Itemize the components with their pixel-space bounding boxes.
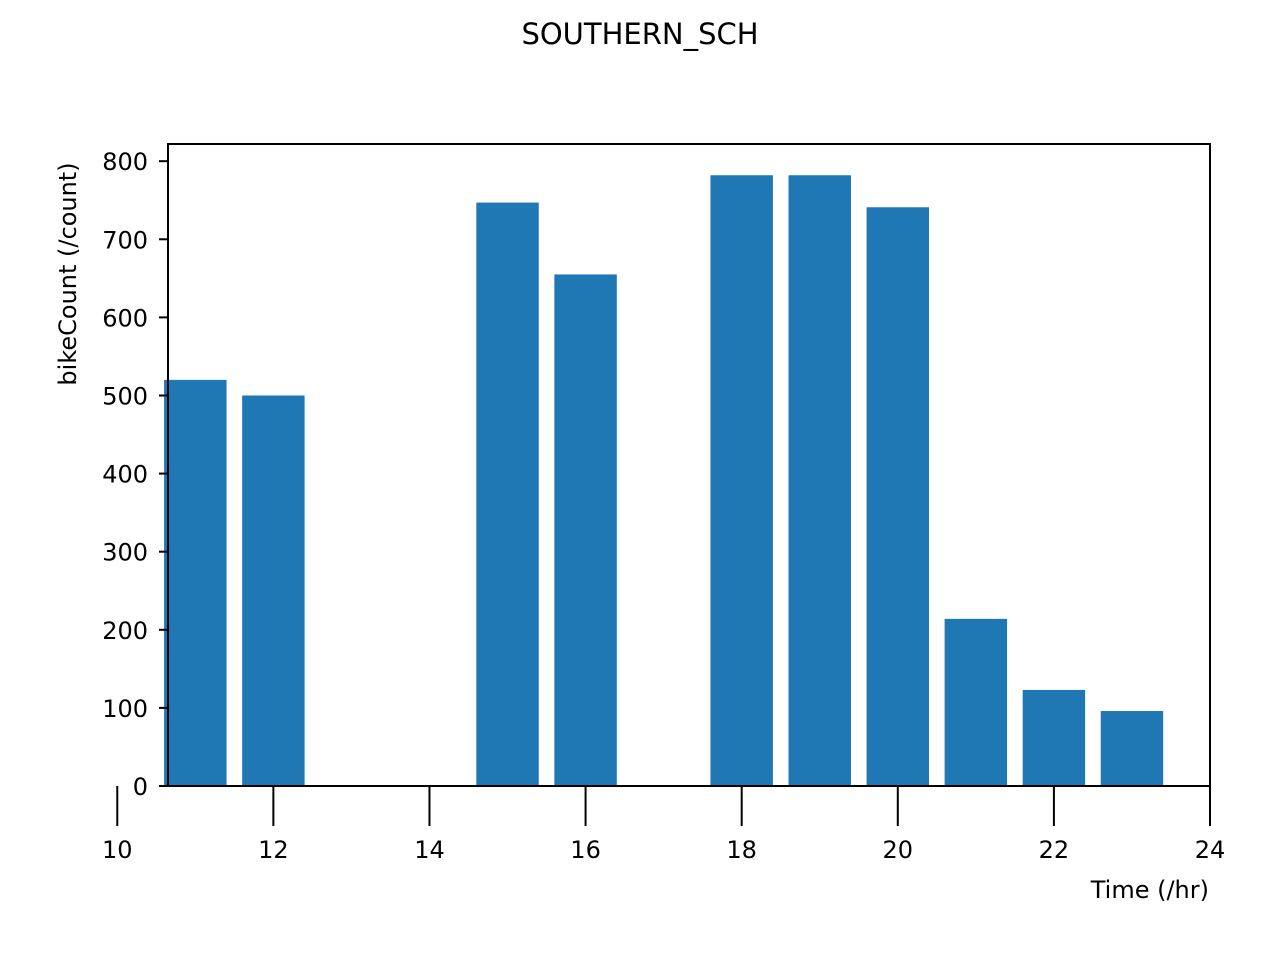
bar-23 — [1100, 711, 1164, 786]
y-tick-label-600: 600 — [102, 304, 148, 332]
bar-18 — [710, 175, 773, 787]
bar-22 — [1022, 689, 1086, 786]
y-tick-label-500: 500 — [102, 382, 148, 410]
x-tick-label-16: 16 — [570, 836, 601, 864]
plot-frame — [167, 143, 1211, 787]
bar-20 — [866, 207, 930, 786]
bars-layer — [164, 175, 1164, 787]
y-tick-label-100: 100 — [102, 695, 148, 723]
bar-11 — [164, 379, 227, 786]
bar-16 — [554, 274, 617, 786]
y-tick-label-700: 700 — [102, 226, 148, 254]
y-axis-title: bikeCount (/count) — [54, 162, 82, 385]
x-tick-label-24: 24 — [1195, 836, 1226, 864]
x-tick-label-12: 12 — [258, 836, 289, 864]
bar-15 — [476, 202, 539, 786]
y-tick-label-0: 0 — [133, 773, 148, 801]
x-tick-label-10: 10 — [102, 836, 133, 864]
x-tick-label-22: 22 — [1039, 836, 1070, 864]
x-axis-title: Time (/hr) — [1090, 876, 1209, 904]
x-tick-label-18: 18 — [726, 836, 757, 864]
y-tick-label-400: 400 — [102, 461, 148, 489]
x-tick-label-20: 20 — [883, 836, 914, 864]
ticks-layer: 10 12 14 16 18 20 22 24 0 100 200 300 400 500 600 700 80… — [102, 148, 1225, 864]
x-tick-label-14: 14 — [414, 836, 445, 864]
y-tick-label-800: 800 — [102, 148, 148, 176]
chart-title: SOUTHERN_SCH — [521, 17, 758, 51]
y-tick-label-200: 200 — [102, 617, 148, 645]
y-tick-label-300: 300 — [102, 539, 148, 567]
bar-21 — [944, 618, 1008, 786]
bar-12 — [242, 395, 305, 786]
bar-19 — [788, 175, 851, 787]
